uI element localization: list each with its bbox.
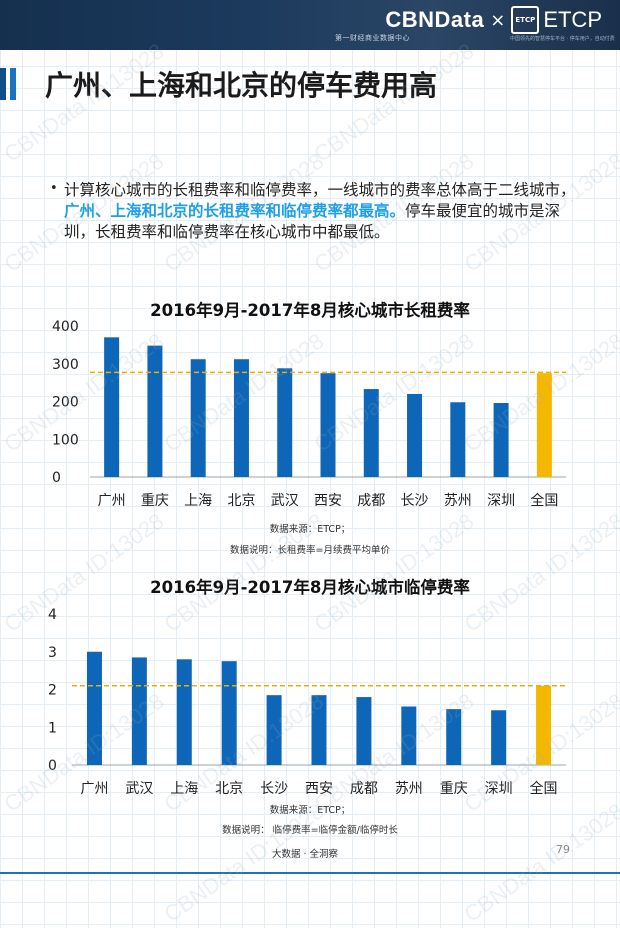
bar-6 (363, 389, 379, 477)
y-tick-label-1: 100 (52, 432, 79, 448)
y-tick-label-4: 400 (52, 319, 79, 335)
x-tick-label-3: 北京 (227, 493, 255, 509)
bar-8 (450, 402, 466, 477)
bar-0 (86, 651, 102, 765)
bar-3 (233, 359, 249, 477)
partner-subtitle: 中国领先的智慧停车平台 · 停车用户，自动付费 (510, 36, 615, 42)
x-tick-label-10: 全国 (530, 492, 558, 509)
bullet-icon: • (50, 181, 58, 196)
bar-1 (147, 345, 163, 477)
bar-2 (190, 359, 206, 477)
x-tick-label-8: 苏州 (444, 493, 472, 509)
y-tick-label-4: 4 (48, 607, 57, 623)
summary-paragraph: 计算核心城市的长租费率和临停费率，一线城市的费率总体高于二线城市， 广州、上海和北… (64, 180, 584, 243)
bar-5 (320, 373, 336, 477)
y-tick-label-2: 2 (48, 683, 57, 699)
etcp-logo-icon: ETCP (511, 6, 540, 34)
page-number: 79 (556, 843, 570, 856)
summary-text-1: 计算核心城市的长租费率和临停费率，一线城市的费率总体高于二线城市， (64, 181, 576, 199)
y-tick-label-3: 300 (52, 357, 79, 373)
brand-subtitle: 第一财经商业数据中心 (335, 34, 410, 42)
x-tick-label-7: 长沙 (401, 493, 429, 509)
x-tick-label-9: 深圳 (487, 493, 515, 509)
x-tick-label-0: 广州 (80, 781, 108, 797)
etcp-logo: ETCP (543, 7, 602, 32)
x-tick-label-0: 广州 (98, 493, 126, 509)
bottom-rule (0, 872, 620, 874)
watermark-text: CBNData ID:13028 (459, 798, 620, 927)
x-tick-label-8: 重庆 (440, 781, 468, 797)
bar-9 (491, 710, 507, 765)
footer-slogan: 大数据 · 全洞察 (272, 849, 339, 860)
y-tick-label-0: 0 (52, 470, 61, 486)
x-tick-label-4: 长沙 (260, 781, 288, 797)
chart-1-title: 2016年9月-2017年8月核心城市长租费率 (150, 301, 470, 320)
chart-1-note: 数据说明：长租费率=月续费平均单价 (230, 545, 390, 556)
bar-1 (131, 657, 147, 765)
bar-3 (221, 661, 237, 765)
chart-short-term-rate: 0 1 2 3 4 广州 武汉 上海 北京 长沙 西安 成都 苏州 重庆 深圳 全国 (48, 607, 566, 797)
x-tick-label-9: 深圳 (485, 781, 513, 797)
page-title: 广州、上海和北京的停车费用高 (45, 69, 438, 102)
bar-10 (536, 685, 552, 765)
bar-5 (311, 695, 327, 765)
x-tick-label-6: 成都 (357, 493, 385, 509)
brand-logo: CBNData × ETCP ETCP (385, 6, 602, 34)
y-tick-label-2: 200 (52, 395, 79, 411)
x-tick-label-4: 武汉 (271, 493, 299, 509)
cbndata-logo: CBNData (385, 7, 485, 32)
summary-text-2: 停车最便宜的城市是深圳，长租费率和临停费率在核心城市中都最低。 (64, 202, 561, 241)
bar-4 (277, 368, 293, 477)
bar-2 (176, 659, 192, 765)
chart-1-source: 数据来源：ETCP； (269, 524, 351, 535)
x-tick-label-3: 北京 (215, 781, 243, 797)
bar-7 (401, 706, 417, 765)
chart-2-note: 数据说明： 临停费率=临停金额/临停时长 (222, 825, 398, 836)
x-tick-label-1: 重庆 (141, 493, 169, 509)
bar-9 (493, 403, 509, 477)
bar-7 (407, 393, 423, 477)
title-accent (10, 68, 16, 100)
x-tick-label-2: 上海 (184, 493, 212, 509)
x-tick-label-7: 苏州 (395, 781, 423, 797)
bar-10 (536, 373, 552, 477)
x-tick-label-5: 西安 (314, 493, 342, 509)
bar-6 (356, 697, 372, 765)
bar-0 (104, 337, 120, 477)
bar-8 (446, 709, 462, 765)
x-tick-label-2: 上海 (170, 781, 198, 797)
x-tick-label-6: 成都 (350, 781, 378, 797)
x-tick-label-1: 武汉 (125, 781, 153, 797)
x-tick-label-10: 全国 (530, 780, 558, 797)
watermark-text: CBNData ID:13028 (159, 798, 329, 927)
y-tick-label-0: 0 (48, 758, 57, 774)
summary-highlight: 广州、上海和北京的长租费率和临停费率都最高。 (64, 202, 406, 220)
chart-long-term-rate: 0 100 200 300 400 广州 重庆 上海 北京 武汉 西安 成都 长沙 苏州 深圳 全国 (52, 319, 566, 509)
chart-2-source: 数据来源：ETCP； (269, 805, 351, 816)
chart-2-title: 2016年9月-2017年8月核心城市临停费率 (150, 578, 470, 597)
title-accent-dark (0, 68, 6, 100)
x-tick-label-5: 西安 (305, 781, 333, 797)
brand-separator: × (490, 9, 506, 31)
bar-4 (266, 695, 282, 765)
y-tick-label-3: 3 (48, 645, 57, 661)
top-banner: CBNData × ETCP ETCP 第一财经商业数据中心 中国领先的智慧停车… (0, 0, 620, 50)
y-tick-label-1: 1 (48, 720, 57, 736)
